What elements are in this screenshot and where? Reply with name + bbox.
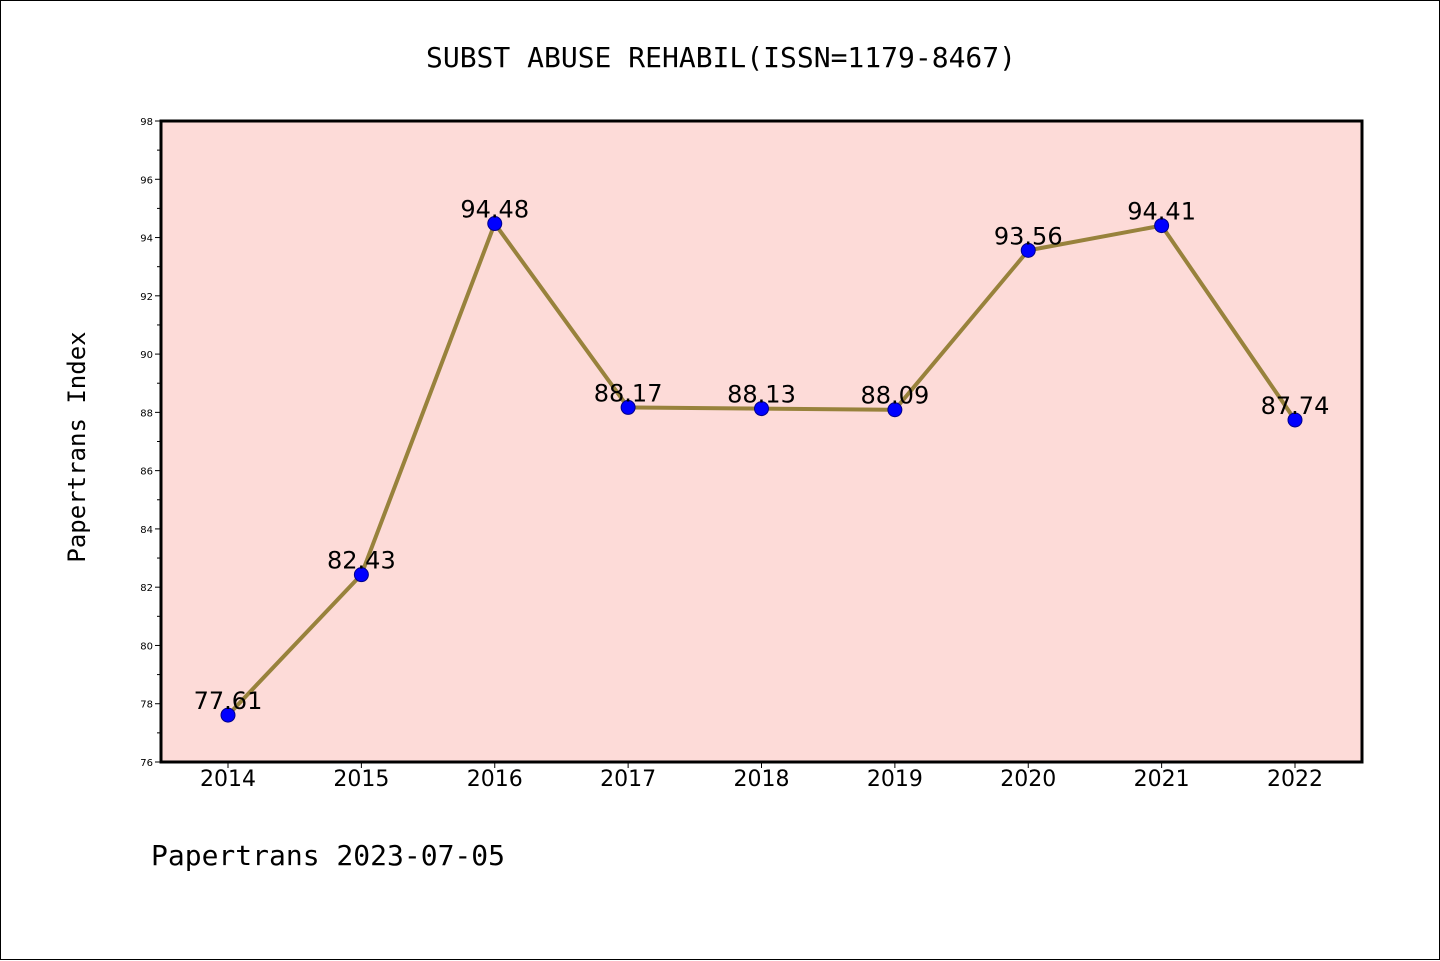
- x-tick-label: 2017: [600, 767, 656, 792]
- series-line-segment: [892, 248, 1031, 412]
- x-tick-label: 2015: [333, 767, 389, 792]
- y-tick-label: 96: [140, 175, 153, 186]
- data-label: 93.56: [994, 222, 1063, 250]
- series-line-segment: [492, 221, 631, 410]
- data-label: 77.61: [194, 687, 263, 715]
- data-point: [1020, 242, 1036, 258]
- x-tick-label: 2021: [1134, 767, 1190, 792]
- x-tick-label: 2016: [467, 767, 523, 792]
- data-point: [220, 707, 236, 723]
- data-label: 88.17: [594, 379, 663, 407]
- series-line-segment: [626, 405, 764, 411]
- y-axis-label: Papertrans Index: [63, 331, 91, 562]
- y-tick-label: 94: [140, 234, 153, 245]
- series-line-segment: [759, 406, 897, 412]
- y-tick-label: 76: [140, 758, 153, 769]
- data-label: 94.48: [460, 196, 529, 224]
- y-tick-label: 88: [140, 408, 153, 419]
- data-point: [620, 399, 636, 415]
- data-label: 88.13: [727, 381, 796, 409]
- series-line-segment: [1026, 223, 1164, 253]
- axes: 76 78 80 82 84 86 88 90 92 94 96 98 2014 2015 2016 2017…: [140, 117, 1323, 792]
- y-tick-label: 82: [140, 583, 153, 594]
- series-line-segment: [359, 221, 497, 577]
- data-point: [487, 216, 503, 232]
- y-tick-label: 92: [140, 292, 153, 303]
- chart-marks: 77.61 82.43 94.48 88.17 88.13 88.09 93.56 94.41…: [194, 196, 1330, 723]
- x-tick-label: 2020: [1000, 767, 1056, 792]
- data-label: 82.43: [327, 547, 396, 575]
- x-tick-label: 2014: [200, 767, 256, 792]
- data-point: [1154, 218, 1170, 234]
- chart-title: SUBST ABUSE REHABIL(ISSN=1179-8467): [426, 41, 1016, 74]
- series-line-segment: [226, 572, 364, 718]
- data-point: [353, 567, 369, 583]
- data-point: [754, 401, 769, 417]
- y-tick-label: 84: [140, 525, 153, 536]
- data-label: 87.74: [1261, 392, 1330, 420]
- y-tick-label: 86: [140, 467, 153, 478]
- y-tick-label: 78: [140, 700, 153, 711]
- footer-date-text: Papertrans 2023-07-05: [151, 839, 505, 872]
- x-tick-label: 2019: [867, 767, 923, 792]
- data-label: 88.09: [861, 382, 930, 410]
- x-tick-label: 2022: [1267, 767, 1323, 792]
- series-line-segment: [1159, 223, 1297, 422]
- data-label: 94.41: [1127, 198, 1196, 226]
- y-tick-label: 98: [140, 117, 153, 128]
- data-point: [1287, 412, 1303, 428]
- y-tick-label: 90: [140, 350, 153, 361]
- x-tick-label: 2018: [734, 767, 790, 792]
- y-tick-label: 80: [140, 641, 153, 652]
- data-point: [887, 402, 903, 418]
